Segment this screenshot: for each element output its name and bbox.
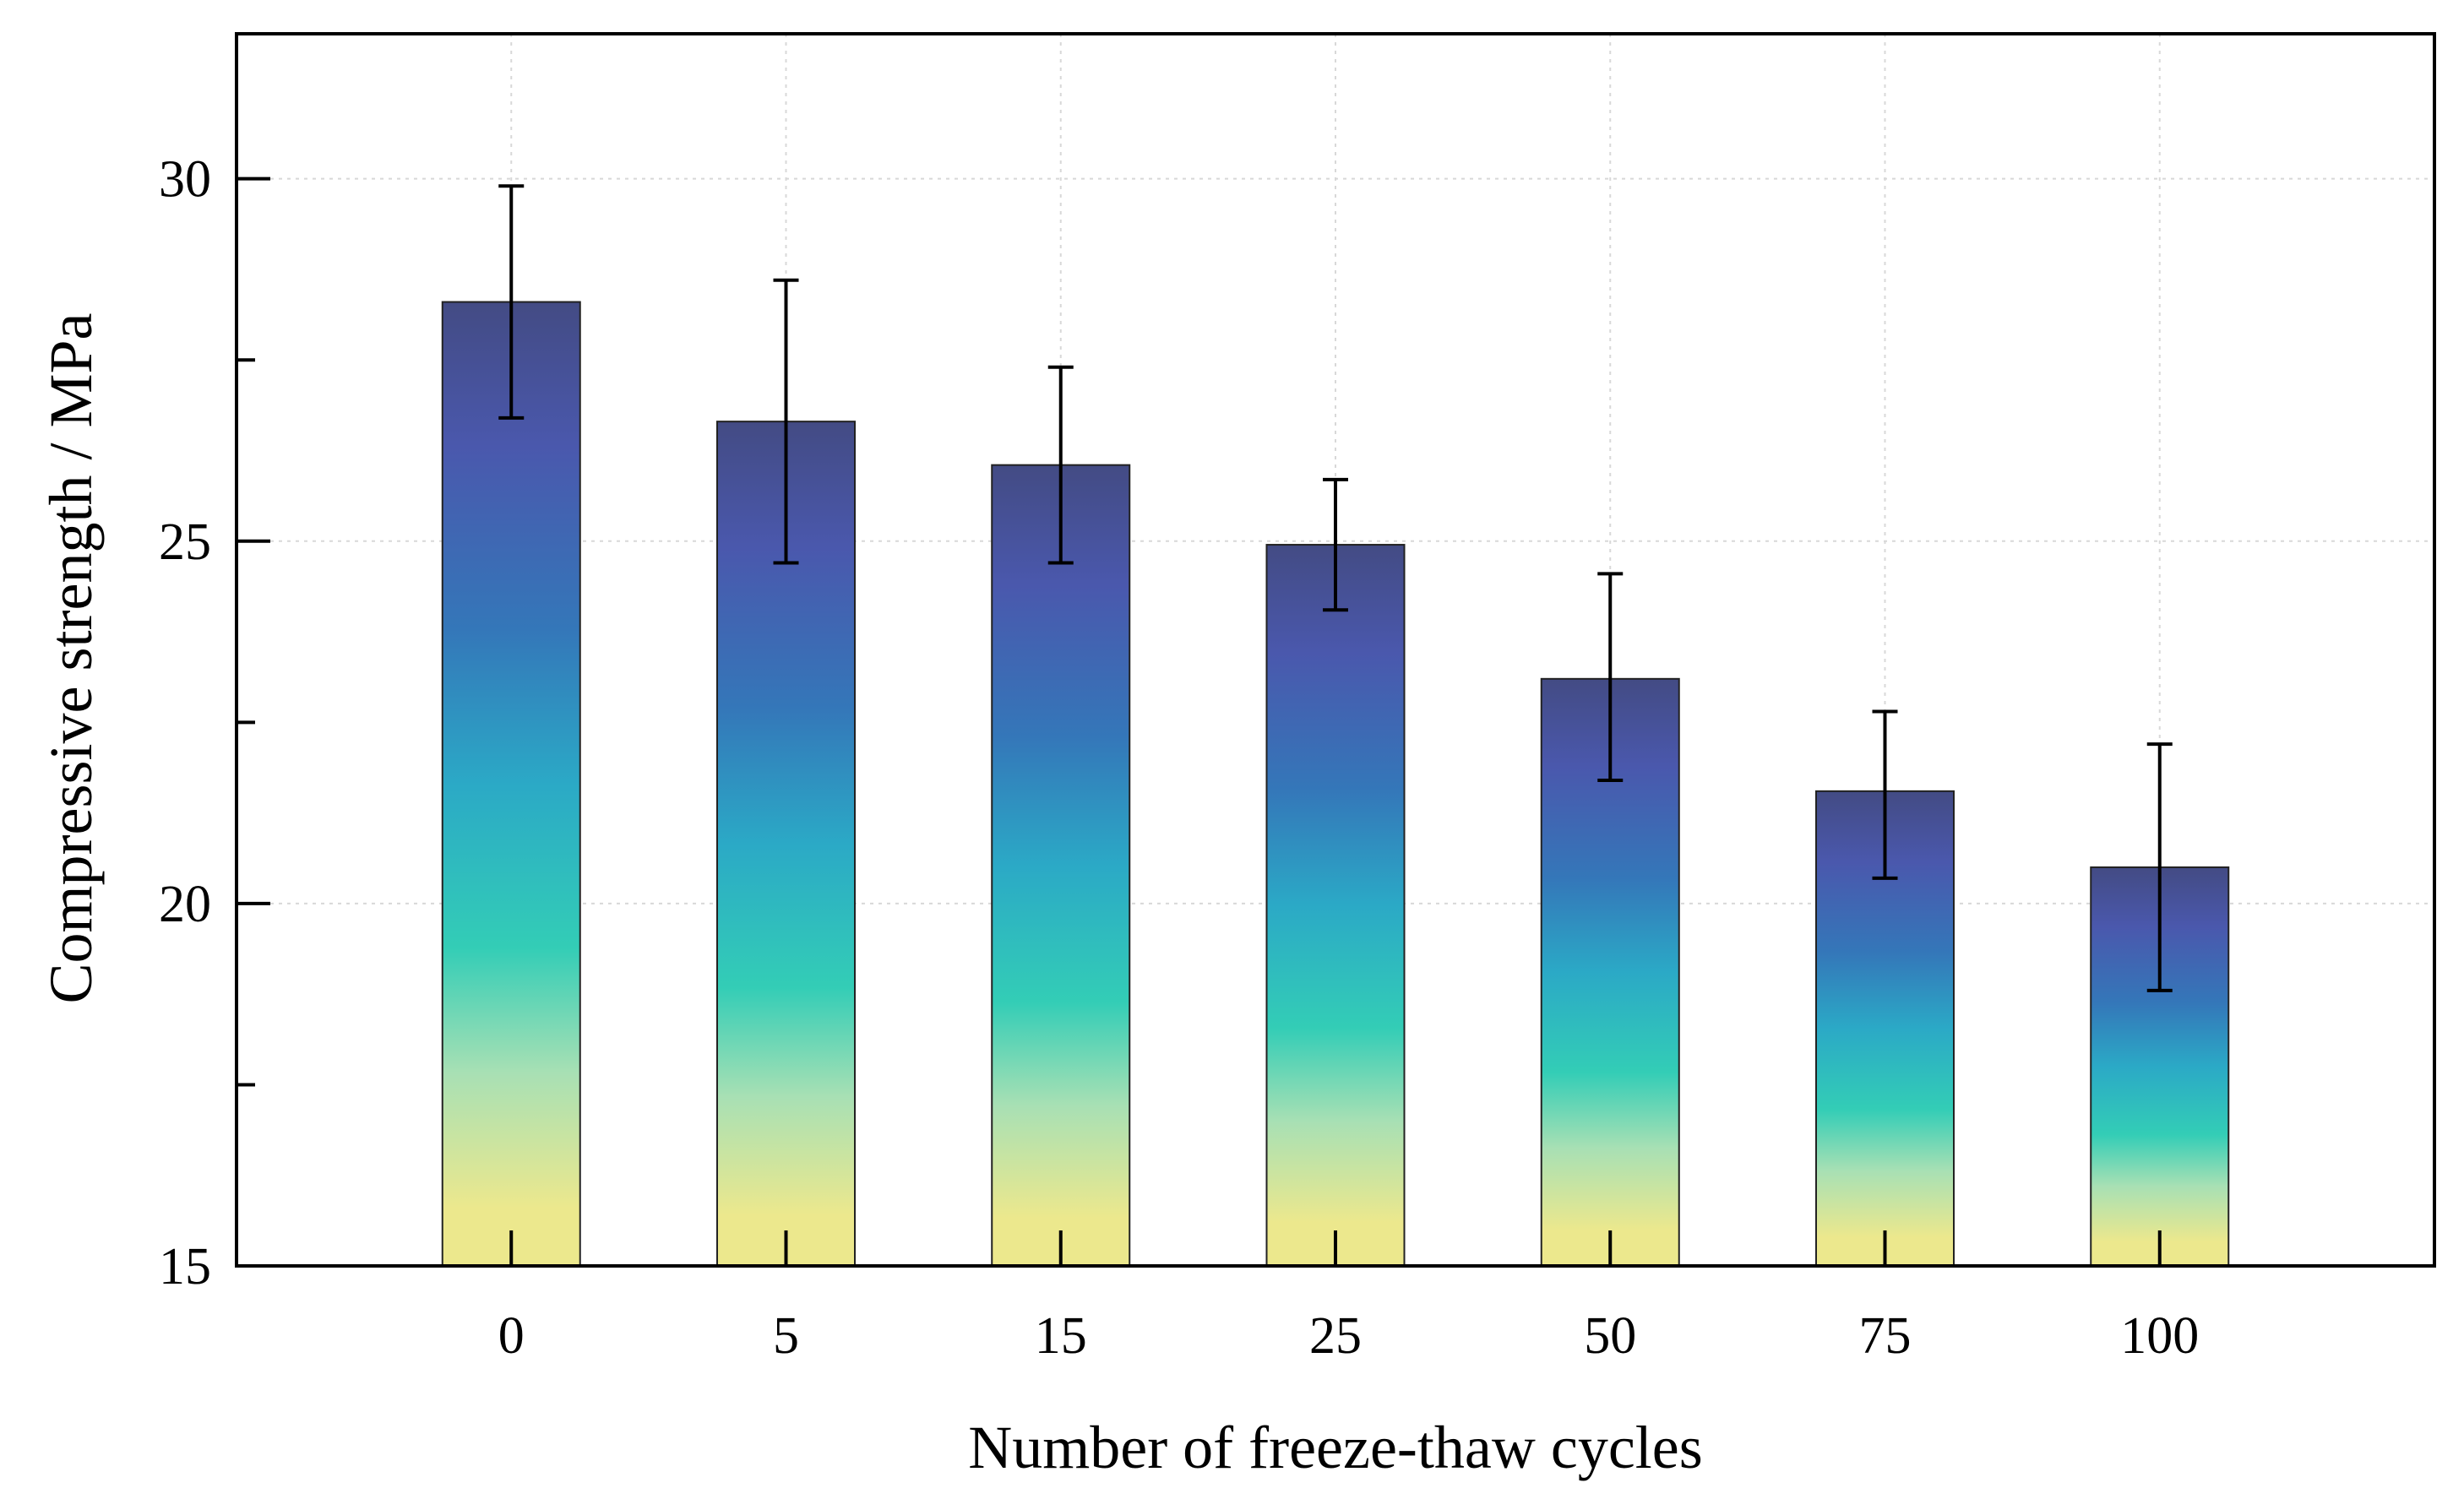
y-tick-label: 20 <box>159 876 211 933</box>
y-tick-label: 30 <box>159 151 211 209</box>
x-tick-label: 0 <box>498 1307 525 1365</box>
x-tick-label: 75 <box>1859 1307 1912 1365</box>
x-tick-label: 25 <box>1309 1307 1362 1365</box>
x-tick-label: 50 <box>1584 1307 1636 1365</box>
error-bar-0 <box>498 184 525 420</box>
tick-labels: 15 20 25 30 0 5 15 25 50 75 100 <box>159 151 2199 1365</box>
x-tick-label: 100 <box>2120 1307 2199 1365</box>
error-bar-15 <box>1047 365 1074 565</box>
y-tick-label: 25 <box>159 513 211 571</box>
x-tick-label: 5 <box>773 1307 799 1365</box>
error-bar-25 <box>1323 477 1348 612</box>
bar-0 <box>441 301 581 1267</box>
bar-25 <box>1265 544 1406 1267</box>
y-tick-label: 15 <box>159 1238 211 1295</box>
error-bar-100 <box>2146 742 2173 992</box>
error-bar-50 <box>1597 572 1624 782</box>
error-bar-5 <box>773 278 799 565</box>
y-axis-title: Compressive strength / MPa <box>37 313 105 1004</box>
error-bars <box>498 184 2173 992</box>
x-tick-label: 15 <box>1035 1307 1087 1365</box>
x-axis-title: Number of freeze-thaw cycles <box>968 1414 1703 1481</box>
bars <box>441 301 2230 1267</box>
bar-15 <box>991 464 1131 1267</box>
error-bar-75 <box>1872 709 1898 880</box>
axis-ticks <box>237 177 2162 1268</box>
